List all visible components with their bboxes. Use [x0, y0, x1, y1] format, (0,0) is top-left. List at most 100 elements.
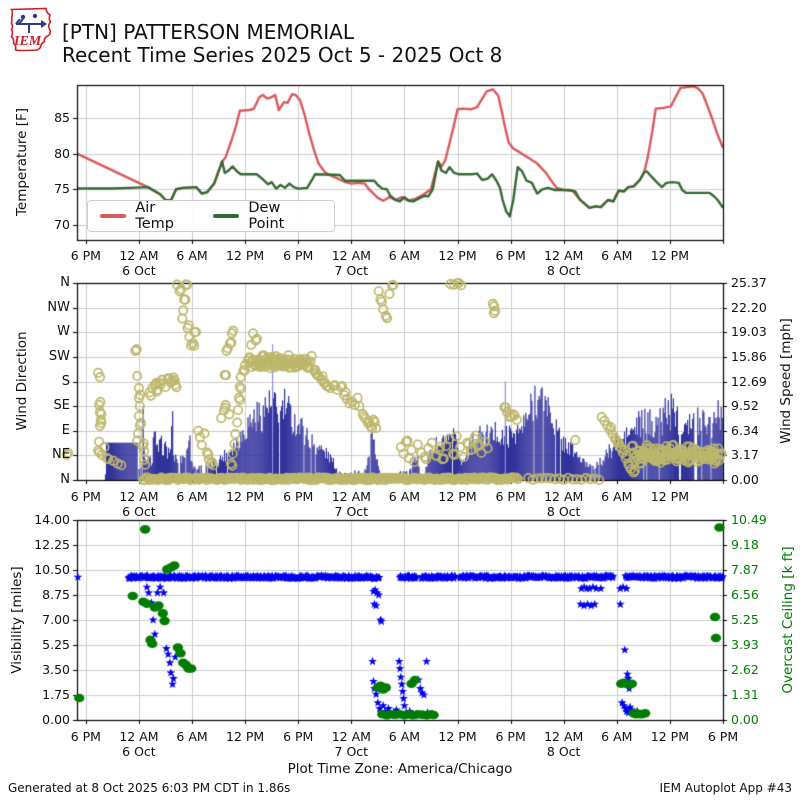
- x-tick-label: 6 AM: [601, 729, 633, 744]
- x-tick-label: 12 PM: [226, 248, 265, 263]
- date-tick-label: 8 Oct: [546, 744, 581, 759]
- ceiling-tick-label: 3.93: [731, 637, 759, 652]
- wind-speed-tick-label: 3.17: [731, 447, 759, 463]
- app-credit: IEM Autoplot App #43: [659, 781, 792, 795]
- wind-speed-axis-label: Wind Speed [mph]: [778, 318, 794, 444]
- wind-speed-tick-label: 0.00: [731, 472, 759, 487]
- ceiling-tick-label: 10.49: [731, 512, 767, 527]
- wind-direction-axis-label: Wind Direction: [14, 331, 30, 431]
- visibility-tick-label: 14.00: [34, 512, 70, 527]
- wind-speed-tick-label: 22.20: [731, 299, 767, 315]
- wind-speed-tick-label: 6.34: [731, 422, 759, 438]
- x-tick-label: 12 PM: [226, 729, 265, 744]
- temp-tick-label: 85: [54, 109, 70, 125]
- wind-speed-tick-label: 9.52: [731, 398, 759, 414]
- x-tick-label: 12 AM: [331, 248, 371, 263]
- ceiling-tick-label: 1.31: [731, 687, 759, 702]
- x-tick-label: 6 AM: [176, 729, 208, 744]
- date-tick-label: 8 Oct: [546, 263, 581, 278]
- visibility-tick-label: 10.50: [34, 562, 70, 577]
- x-tick-label: 6 PM: [707, 729, 739, 744]
- wind-dir-tick-label: S: [61, 373, 70, 389]
- x-tick-label: 6 PM: [495, 489, 526, 504]
- date-tick-label: 6 Oct: [122, 744, 156, 759]
- legend-dew-point-label: Dew Point: [248, 200, 285, 232]
- x-tick-label: 12 AM: [119, 729, 159, 744]
- x-axis-label: Plot Time Zone: America/Chicago: [287, 761, 513, 777]
- legend: Air Temp Dew Point: [87, 200, 335, 232]
- x-tick-label: 6 AM: [601, 489, 633, 504]
- air-temp-swatch: [100, 214, 127, 218]
- date-tick-label: 6 Oct: [122, 263, 156, 278]
- wind-speed-tick-label: 15.86: [731, 348, 767, 364]
- x-tick-label: 12 PM: [438, 489, 477, 504]
- x-tick-label: 6 AM: [388, 489, 421, 504]
- x-tick-label: 12 PM: [650, 248, 689, 263]
- x-tick-label: 12 AM: [544, 489, 584, 504]
- x-tick-label: 6 AM: [176, 248, 208, 263]
- wind-speed-tick-label: 19.03: [731, 324, 767, 340]
- date-tick-label: 8 Oct: [546, 504, 581, 519]
- temp-tick-label: 75: [54, 181, 70, 197]
- x-tick-label: 12 PM: [438, 729, 477, 744]
- wind-dir-tick-label: NW: [47, 299, 70, 315]
- visibility-axis-label: Visibility [miles]: [9, 566, 25, 674]
- wind-dir-tick-label: N: [60, 275, 70, 290]
- ceiling-axis-label: Overcast Ceiling [k ft]: [780, 546, 796, 694]
- wind-dir-tick-label: W: [57, 324, 70, 340]
- visibility-tick-label: 12.25: [34, 537, 70, 552]
- x-tick-label: 12 AM: [544, 729, 584, 744]
- wind-speed-tick-label: 25.37: [731, 275, 767, 290]
- visibility-tick-label: 3.50: [42, 662, 70, 677]
- x-tick-label: 6 PM: [70, 489, 101, 504]
- ceiling-tick-label: 7.87: [731, 562, 759, 577]
- x-tick-label: 6 PM: [283, 248, 314, 263]
- ceiling-tick-label: 9.18: [731, 537, 759, 552]
- temperature-axis-label: Temperature [F]: [14, 107, 30, 217]
- x-tick-label: 6 PM: [70, 729, 101, 744]
- date-tick-label: 7 Oct: [334, 504, 369, 519]
- ceiling-tick-label: 6.56: [731, 587, 759, 602]
- x-tick-label: 6 PM: [70, 248, 101, 263]
- x-tick-label: 12 PM: [226, 489, 265, 504]
- wind-dir-tick-label: N: [60, 472, 70, 487]
- x-tick-label: 6 PM: [283, 489, 314, 504]
- x-tick-label: 12 PM: [438, 248, 477, 263]
- visibility-tick-label: 0.00: [42, 712, 70, 727]
- visibility-tick-label: 8.75: [42, 587, 70, 602]
- wind-dir-tick-label: E: [61, 422, 70, 438]
- x-tick-label: 12 AM: [544, 248, 584, 263]
- date-tick-label: 6 Oct: [122, 504, 156, 519]
- x-tick-label: 12 AM: [119, 489, 159, 504]
- x-tick-label: 12 AM: [119, 248, 159, 263]
- x-tick-label: 6 PM: [283, 729, 314, 744]
- x-tick-label: 12 PM: [650, 489, 689, 504]
- temp-tick-label: 70: [54, 217, 70, 232]
- wind-dir-tick-label: SE: [53, 398, 70, 414]
- date-tick-label: 7 Oct: [334, 263, 369, 278]
- wind-dir-tick-label: SW: [48, 348, 70, 364]
- x-tick-label: 12 AM: [331, 729, 371, 744]
- x-tick-label: 6 AM: [176, 489, 208, 504]
- ceiling-tick-label: 0.00: [731, 712, 759, 727]
- visibility-tick-label: 1.75: [42, 687, 70, 702]
- dew-point-swatch: [213, 214, 240, 218]
- wind-speed-tick-label: 12.69: [731, 373, 767, 389]
- visibility-tick-label: 7.00: [42, 612, 70, 627]
- x-tick-label: 6 PM: [495, 248, 526, 263]
- x-tick-label: 12 PM: [650, 729, 689, 744]
- temp-tick-label: 80: [54, 145, 70, 161]
- x-tick-label: 6 AM: [388, 729, 421, 744]
- ceiling-tick-label: 5.25: [731, 612, 759, 627]
- generated-timestamp: Generated at 8 Oct 2025 6:03 PM CDT in 1…: [8, 781, 291, 795]
- wind-dir-tick-label: NE: [52, 447, 70, 463]
- x-tick-label: 6 AM: [388, 248, 421, 263]
- x-tick-label: 6 PM: [495, 729, 526, 744]
- x-tick-label: 12 AM: [331, 489, 371, 504]
- legend-air-temp-label: Air Temp: [135, 200, 174, 232]
- ceiling-tick-label: 2.62: [731, 662, 759, 677]
- visibility-tick-label: 5.25: [42, 637, 70, 652]
- date-tick-label: 7 Oct: [334, 744, 369, 759]
